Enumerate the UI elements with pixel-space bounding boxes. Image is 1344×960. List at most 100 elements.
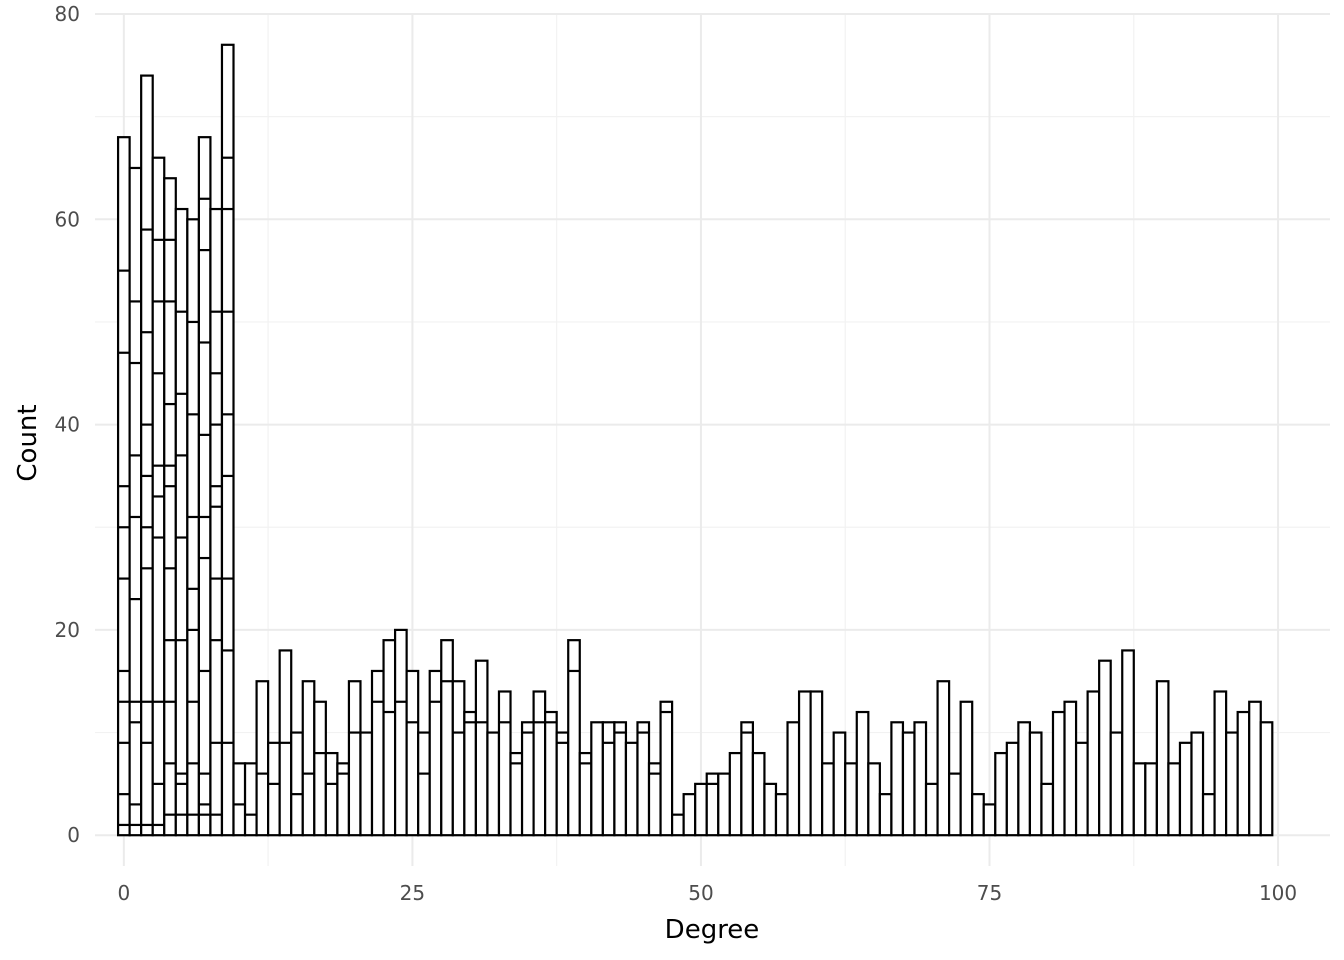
histogram-bar [290,731,304,837]
histogram-bar [682,793,697,837]
histogram-bar [1028,731,1043,837]
histogram-bar [982,803,997,837]
histogram-bar [971,793,985,837]
histogram-bar [255,680,270,837]
histogram-bar [659,700,674,837]
histogram-bar [763,782,778,837]
histogram-bar [878,793,893,837]
histogram-bar [544,710,558,837]
histogram-bar [301,680,316,837]
histogram-bar [1190,731,1205,837]
histogram-bar [1201,793,1216,837]
histogram-bar [1063,700,1078,837]
histogram-bar [901,731,916,837]
histogram-bar [163,177,177,837]
histogram-bar [855,710,870,837]
histogram-bar [186,218,200,837]
histogram-bar [474,659,489,837]
histogram-bar [959,700,974,837]
histogram-bar [267,741,281,837]
histogram-bar [1144,762,1158,837]
histogram-bar [232,762,247,837]
histogram-bar [532,690,547,837]
histogram-bar [590,721,604,837]
y-tick-label: 80 [55,2,80,26]
histogram-bar [694,782,708,837]
histogram-bar [844,762,858,837]
histogram-bar [809,690,824,837]
histogram-bar [728,751,743,837]
histogram-bar [324,751,339,837]
histogram-bar [832,731,847,837]
histogram-bar [209,207,224,837]
histogram-bar [174,207,189,837]
histogram-bar [797,690,812,837]
x-axis-tick-labels: 0 25 50 75 100 [117,881,1297,905]
histogram-bar [497,690,512,837]
histogram-bar [1236,710,1251,837]
histogram-bar [740,721,754,837]
y-tick-label: 60 [55,207,80,231]
histogram-bar [774,793,789,837]
histogram-bar [924,782,939,837]
x-tick-label: 50 [688,881,713,905]
y-axis-tick-labels: 0 20 40 60 80 [55,2,80,847]
histogram-bar [913,721,928,837]
histogram-bars [116,43,1274,837]
histogram-bar [520,721,535,837]
histogram-bar [509,751,524,837]
x-tick-label: 25 [400,881,425,905]
x-tick-label: 0 [117,881,130,905]
histogram-bar [405,669,420,837]
x-tick-label: 100 [1259,881,1297,905]
histogram-bar [1121,649,1135,837]
histogram-bar [128,166,143,837]
histogram-bar [1167,762,1182,837]
histogram-bar [717,772,731,837]
histogram-bar [359,731,374,837]
histogram-bar [486,731,501,837]
histogram-bar [220,43,235,837]
histogram-bar [463,710,477,837]
histogram-bar [601,721,616,837]
histogram-bar [1248,700,1262,837]
histogram-bar [751,751,766,837]
histogram-bar [567,639,581,837]
y-tick-label: 20 [55,618,80,642]
histogram-bar [1109,731,1124,837]
histogram-bar [555,731,570,837]
histogram-bar [1040,782,1055,837]
histogram-bar [417,731,431,837]
histogram-bar [613,721,628,837]
histogram-bar [1155,680,1170,837]
y-tick-label: 40 [55,413,80,437]
histogram-bar [1051,710,1066,837]
histogram-bar [393,628,408,837]
histogram-bar [671,813,685,837]
histogram-bar [821,762,835,837]
histogram-bar [948,772,962,837]
histogram-bar [140,74,154,837]
histogram-bar [370,669,385,837]
histogram-bar [1074,741,1089,837]
x-tick-label: 75 [977,881,1002,905]
histogram-bar [197,136,212,837]
histogram-bar [1132,762,1147,837]
histogram-bar [347,680,362,837]
y-axis-title: Count [13,404,43,481]
histogram-bar [936,680,951,837]
histogram-bar [1017,721,1032,837]
histogram-bar [1086,690,1101,837]
histogram-bar [243,762,258,837]
x-axis-title: Degree [665,915,760,945]
histogram-bar [994,751,1008,837]
y-tick-label: 0 [67,823,80,847]
histogram-bar [440,639,454,837]
histogram-bar [1098,659,1112,837]
histogram-bar [867,762,881,837]
histogram-bar [1213,690,1228,837]
histogram-bar [382,639,397,837]
histogram-bar [313,700,327,837]
histogram-bar [1259,721,1274,837]
